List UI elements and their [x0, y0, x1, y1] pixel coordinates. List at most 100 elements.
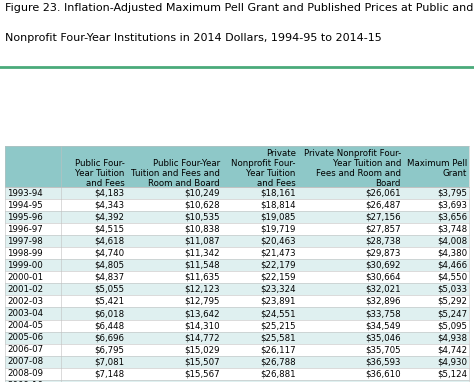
Text: $5,095: $5,095 — [437, 321, 467, 330]
Text: $4,550: $4,550 — [437, 273, 467, 282]
Text: Maximum Pell: Maximum Pell — [407, 159, 467, 168]
Text: Nonprofit Four-Year Institutions in 2014 Dollars, 1994-95 to 2014-15: Nonprofit Four-Year Institutions in 2014… — [5, 33, 382, 43]
Text: 1993-94: 1993-94 — [7, 189, 43, 197]
Text: Year Tuition: Year Tuition — [75, 169, 125, 178]
Text: $10,628: $10,628 — [184, 201, 220, 210]
Text: $38,799: $38,799 — [365, 381, 401, 382]
Text: 1994-95: 1994-95 — [7, 201, 43, 210]
Text: $5,292: $5,292 — [437, 297, 467, 306]
Bar — [5, 259, 469, 271]
Text: $4,618: $4,618 — [94, 237, 125, 246]
Text: $22,179: $22,179 — [260, 261, 296, 270]
Text: $16,855: $16,855 — [184, 381, 220, 382]
Text: $13,642: $13,642 — [184, 309, 220, 318]
Text: 2007-08: 2007-08 — [7, 357, 43, 366]
Text: Grant: Grant — [443, 169, 467, 178]
Text: $18,814: $18,814 — [260, 201, 296, 210]
Text: $10,535: $10,535 — [184, 213, 220, 222]
Text: $20,463: $20,463 — [260, 237, 296, 246]
Text: $4,938: $4,938 — [437, 333, 467, 342]
Text: $11,342: $11,342 — [184, 249, 220, 258]
Text: 2006-07: 2006-07 — [7, 345, 43, 354]
Text: $5,033: $5,033 — [437, 285, 467, 294]
Text: $30,692: $30,692 — [365, 261, 401, 270]
Text: $26,061: $26,061 — [365, 189, 401, 197]
Text: $24,551: $24,551 — [260, 309, 296, 318]
Text: $4,930: $4,930 — [437, 357, 467, 366]
Text: $7,148: $7,148 — [94, 369, 125, 378]
Text: 2005-06: 2005-06 — [7, 333, 43, 342]
Bar — [5, 344, 469, 356]
Text: and Fees: and Fees — [86, 180, 125, 188]
Text: 2009-10: 2009-10 — [7, 381, 43, 382]
Text: 2000-01: 2000-01 — [7, 273, 43, 282]
Text: $26,881: $26,881 — [260, 369, 296, 378]
Text: $11,087: $11,087 — [184, 237, 220, 246]
Text: $21,473: $21,473 — [260, 249, 296, 258]
Text: 1996-97: 1996-97 — [7, 225, 43, 234]
Text: $5,055: $5,055 — [94, 285, 125, 294]
Text: $3,795: $3,795 — [437, 189, 467, 197]
Text: Tuition and Fees and: Tuition and Fees and — [131, 169, 220, 178]
Text: $12,123: $12,123 — [184, 285, 220, 294]
Text: Public Four-Year: Public Four-Year — [153, 159, 220, 168]
Text: and Fees: and Fees — [257, 180, 296, 188]
Text: $15,507: $15,507 — [184, 357, 220, 366]
Text: $36,610: $36,610 — [365, 369, 401, 378]
Bar — [5, 319, 469, 332]
Text: $6,795: $6,795 — [95, 345, 125, 354]
Text: $5,247: $5,247 — [437, 309, 467, 318]
Bar — [5, 283, 469, 295]
Text: $32,896: $32,896 — [365, 297, 401, 306]
Text: $28,476: $28,476 — [260, 381, 296, 382]
Text: Room and Board: Room and Board — [148, 180, 220, 188]
Text: $25,215: $25,215 — [260, 321, 296, 330]
Text: $3,656: $3,656 — [437, 213, 467, 222]
Text: $5,919: $5,919 — [437, 381, 467, 382]
Text: $29,873: $29,873 — [365, 249, 401, 258]
Text: Private: Private — [266, 149, 296, 157]
Text: 2003-04: 2003-04 — [7, 309, 43, 318]
Text: $11,548: $11,548 — [184, 261, 220, 270]
Bar — [5, 247, 469, 259]
Text: $4,008: $4,008 — [437, 237, 467, 246]
Text: $25,581: $25,581 — [260, 333, 296, 342]
Text: Year Tuition: Year Tuition — [246, 169, 296, 178]
Text: $7,825: $7,825 — [94, 381, 125, 382]
Bar — [5, 235, 469, 247]
Text: $18,161: $18,161 — [260, 189, 296, 197]
Text: $12,795: $12,795 — [184, 297, 220, 306]
Text: $35,705: $35,705 — [365, 345, 401, 354]
Text: $4,380: $4,380 — [437, 249, 467, 258]
Text: $4,742: $4,742 — [437, 345, 467, 354]
Text: 1997-98: 1997-98 — [7, 237, 43, 246]
Text: $33,758: $33,758 — [365, 309, 401, 318]
Text: 1999-00: 1999-00 — [7, 261, 43, 270]
Bar — [5, 211, 469, 223]
Text: $4,392: $4,392 — [95, 213, 125, 222]
Text: $23,324: $23,324 — [260, 285, 296, 294]
Bar — [5, 223, 469, 235]
Text: $6,448: $6,448 — [94, 321, 125, 330]
Text: $22,159: $22,159 — [260, 273, 296, 282]
Bar — [5, 146, 469, 187]
Text: $4,183: $4,183 — [94, 189, 125, 197]
Text: 2004-05: 2004-05 — [7, 321, 43, 330]
Text: $3,748: $3,748 — [437, 225, 467, 234]
Text: $27,156: $27,156 — [365, 213, 401, 222]
Text: $15,567: $15,567 — [184, 369, 220, 378]
Text: $4,343: $4,343 — [94, 201, 125, 210]
Text: $10,249: $10,249 — [184, 189, 220, 197]
Text: $4,740: $4,740 — [94, 249, 125, 258]
Text: 1995-96: 1995-96 — [7, 213, 43, 222]
Text: $19,719: $19,719 — [260, 225, 296, 234]
Text: $30,664: $30,664 — [365, 273, 401, 282]
Bar — [5, 187, 469, 199]
Text: Public Four-: Public Four- — [75, 159, 125, 168]
Text: $19,085: $19,085 — [260, 213, 296, 222]
Text: $28,738: $28,738 — [365, 237, 401, 246]
Text: $15,029: $15,029 — [184, 345, 220, 354]
Text: Fees and Room and: Fees and Room and — [316, 169, 401, 178]
Text: $23,891: $23,891 — [260, 297, 296, 306]
Bar — [5, 308, 469, 319]
